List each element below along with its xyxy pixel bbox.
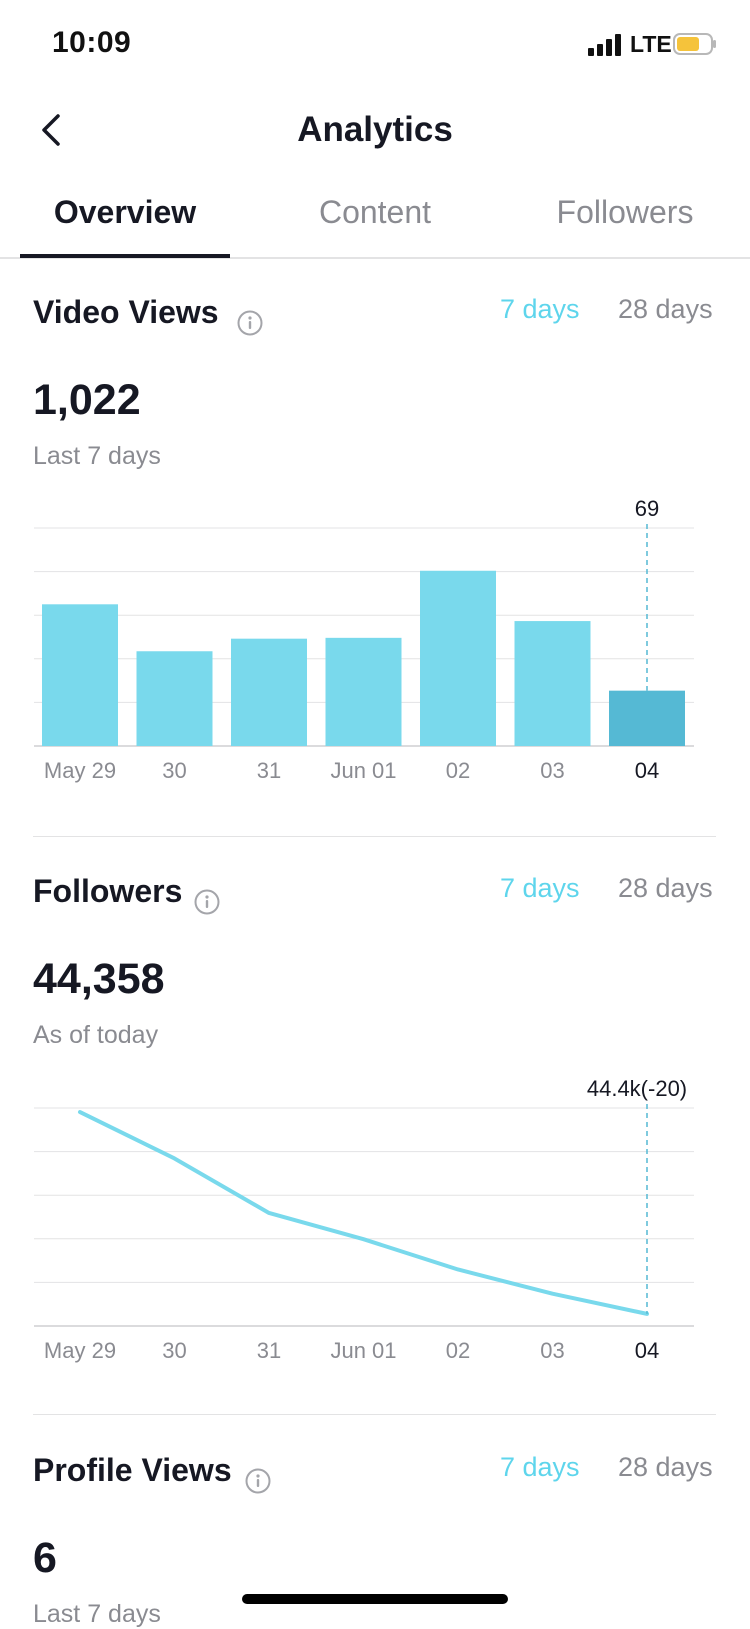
x-tick-label: May 29 [44,758,116,783]
x-tick-label: 30 [162,1338,186,1363]
x-tick-label: Jun 01 [330,1338,396,1363]
battery-icon [673,33,717,55]
info-icon[interactable] [245,1468,271,1494]
x-tick-label: 02 [446,1338,470,1363]
x-tick-label: 30 [162,758,186,783]
active-tab-indicator [20,254,230,258]
bar [609,691,685,746]
followers-subtitle: As of today [33,1021,158,1050]
x-tick-label: 04 [635,758,659,783]
home-indicator[interactable] [242,1594,508,1604]
chart-tooltip: 69 [635,496,659,691]
x-tick-label: 02 [446,758,470,783]
followers-chart[interactable]: May 29 30 31 Jun 01 02 03 04 44.4k(-20) [0,1070,750,1390]
network-type: LTE [630,31,672,58]
followers-line [80,1112,647,1314]
section-divider [33,836,716,837]
tab-followers[interactable]: Followers [500,194,750,231]
followers-7-days[interactable]: 7 days [500,873,580,904]
video-views-title: Video Views [33,294,219,331]
signal-icon [588,34,628,56]
x-tick-label: 31 [257,758,281,783]
info-icon[interactable] [194,889,220,915]
bar [515,621,591,746]
x-axis-labels: May 29 30 31 Jun 01 02 03 04 [44,758,659,783]
video-views-28-days[interactable]: 28 days [618,294,713,325]
section-divider [33,1414,716,1415]
profile-views-subtitle: Last 7 days [33,1600,161,1629]
status-time: 10:09 [52,26,131,60]
x-axis-labels: May 29 30 31 Jun 01 02 03 04 [44,1338,659,1363]
bar [326,638,402,746]
video-views-chart[interactable]: May 29 30 31 Jun 01 02 03 04 69 [0,490,750,810]
profile-views-28-days[interactable]: 28 days [618,1452,713,1483]
video-views-7-days[interactable]: 7 days [500,294,580,325]
profile-views-total: 6 [33,1534,57,1583]
profile-views-title: Profile Views [33,1452,232,1489]
x-tick-label: 03 [540,1338,564,1363]
bar [231,639,307,746]
tooltip-value: 44.4k(-20) [587,1076,687,1101]
tab-overview[interactable]: Overview [0,194,250,231]
bar [420,571,496,746]
followers-28-days[interactable]: 28 days [618,873,713,904]
video-views-subtitle: Last 7 days [33,442,161,471]
x-tick-label: Jun 01 [330,758,396,783]
tooltip-value: 69 [635,496,659,521]
bar [42,604,118,746]
bar-series [42,571,685,746]
x-tick-label: 03 [540,758,564,783]
line-series [80,1112,647,1314]
bar [137,651,213,746]
profile-views-7-days[interactable]: 7 days [500,1452,580,1483]
x-tick-label: 04 [635,1338,659,1363]
x-tick-label: 31 [257,1338,281,1363]
info-icon[interactable] [237,310,263,336]
video-views-total: 1,022 [33,376,141,425]
x-tick-label: May 29 [44,1338,116,1363]
tab-content[interactable]: Content [250,194,500,231]
page-title: Analytics [0,110,750,150]
followers-title: Followers [33,873,182,910]
chart-grid [34,1108,694,1326]
followers-total: 44,358 [33,955,165,1004]
